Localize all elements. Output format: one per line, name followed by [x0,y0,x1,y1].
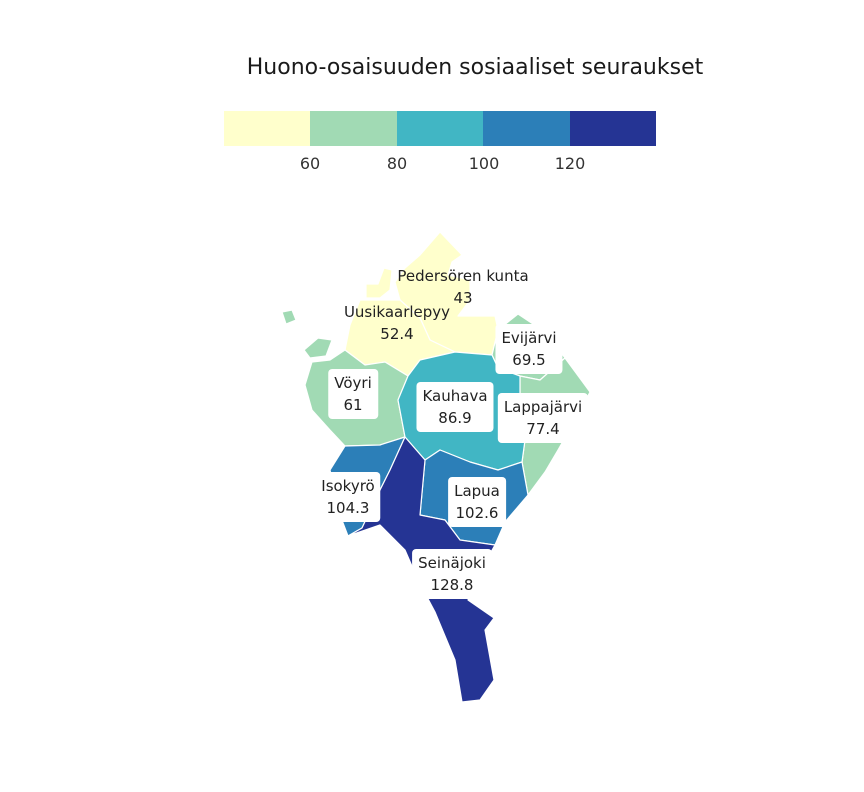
label-voyri: Vöyri 61 [328,369,378,419]
label-voyri-value: 61 [343,396,363,414]
label-pedersoren-value: 43 [453,289,473,307]
label-lapua: Lapua 102.6 [448,477,506,527]
label-kauhava-value: 86.9 [438,409,472,427]
label-seinajoki-name: Seinäjoki [418,554,486,572]
label-voyri-name: Vöyri [334,374,372,392]
label-lapua-name: Lapua [454,482,500,500]
legend-tick-100: 100 [468,154,500,173]
region-pedersoren-islet [365,267,393,299]
label-kauhava-name: Kauhava [422,387,488,405]
label-evijarvi-name: Evijärvi [501,329,557,347]
label-evijarvi: Evijärvi 69.5 [495,324,563,374]
legend-tick-80: 80 [386,154,408,173]
label-uusikaarlepyy: Uusikaarlepyy 52.4 [338,298,456,348]
region-pedersoren[interactable] [394,231,499,356]
color-legend [224,111,657,146]
label-isokyro-name: Isokyrö [321,477,375,495]
label-uusikaarlepyy-name: Uusikaarlepyy [343,303,451,321]
region-voyri-island-2 [281,309,297,325]
label-lapua-value: 102.6 [455,504,499,522]
label-pedersoren-name: Pedersören kunta [397,267,529,285]
label-evijarvi-value: 69.5 [512,351,546,369]
legend-tick-60: 60 [299,154,321,173]
label-isokyro-value: 104.3 [326,499,370,517]
label-lappajarvi-name: Lappajärvi [503,398,583,416]
legend-swatch-5 [569,111,657,146]
label-uusikaarlepyy-value: 52.4 [380,325,414,343]
label-seinajoki: Seinäjoki 128.8 [412,549,492,599]
label-kauhava: Kauhava 86.9 [416,382,494,432]
legend-swatch-4 [483,111,570,146]
label-isokyro: Isokyrö 104.3 [315,472,381,522]
region-voyri-island-1 [303,337,333,359]
map-title: Huono-osaisuuden sosiaaliset seuraukset [246,55,704,80]
legend-swatch-1 [224,111,311,146]
label-lappajarvi: Lappajärvi 77.4 [497,393,589,443]
label-seinajoki-value: 128.8 [430,576,474,594]
legend-swatch-2 [310,111,397,146]
legend-tick-120: 120 [554,154,586,173]
label-lappajarvi-value: 77.4 [526,420,560,438]
label-pedersoren: Pedersören kunta 43 [391,262,534,312]
legend-swatch-3 [396,111,484,146]
